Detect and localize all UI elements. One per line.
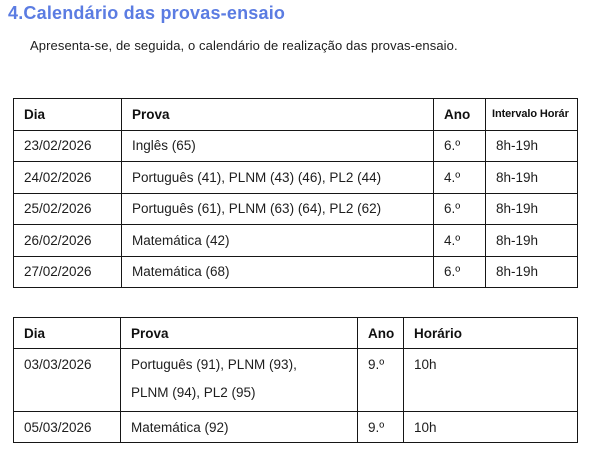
table-row: 05/03/2026 Matemática (92) 9.º 10h (13, 411, 578, 443)
cell-horario: 8h-19h (485, 192, 578, 225)
exam-schedule-table-mar: Dia Prova Ano Horário 03/03/2026 Portugu… (13, 317, 578, 443)
cell-ano: 4.º (433, 224, 486, 257)
cell-dia: 26/02/2026 (13, 224, 122, 257)
column-header-horario: Horário (403, 317, 578, 349)
cell-horario: 8h-19h (485, 255, 578, 288)
cell-prova: Matemática (68) (121, 255, 434, 288)
cell-horario: 8h-19h (485, 129, 578, 162)
section-heading: 4.Calendário das provas-ensaio (8, 3, 286, 23)
cell-prova: Inglês (65) (121, 129, 434, 162)
cell-ano: 9.º (357, 348, 404, 412)
column-header-intervalo-horario: Intervalo Horár (485, 98, 578, 131)
cell-prova: Português (91), PLNM (93), PLNM (94), PL… (120, 348, 358, 412)
cell-dia: 25/02/2026 (13, 192, 122, 225)
column-header-ano: Ano (357, 317, 404, 349)
column-header-dia: Dia (13, 98, 122, 131)
cell-prova: Matemática (92) (120, 411, 358, 443)
cell-dia: 27/02/2026 (13, 255, 122, 288)
cell-dia: 03/03/2026 (13, 348, 121, 412)
cell-ano: 6.º (433, 192, 486, 225)
table-row: 03/03/2026 Português (91), PLNM (93), PL… (13, 348, 578, 412)
table-row: 24/02/2026 Português (41), PLNM (43) (46… (13, 161, 578, 194)
table-row: 26/02/2026 Matemática (42) 4.º 8h-19h (13, 224, 578, 257)
column-header-dia: Dia (13, 317, 121, 349)
cell-horario: 10h (403, 348, 578, 412)
column-header-prova: Prova (121, 98, 434, 131)
cell-horario: 8h-19h (485, 224, 578, 257)
cell-ano: 9.º (357, 411, 404, 443)
cell-horario: 10h (403, 411, 578, 443)
column-header-ano: Ano (433, 98, 486, 131)
cell-prova: Português (41), PLNM (43) (46), PL2 (44) (121, 161, 434, 194)
cell-prova-text: Português (91), PLNM (93), PLNM (94), PL… (131, 357, 297, 400)
table-row: 25/02/2026 Português (61), PLNM (63) (64… (13, 192, 578, 225)
intro-paragraph: Apresenta-se, de seguida, o calendário d… (30, 38, 458, 53)
cell-ano: 4.º (433, 161, 486, 194)
table-header-row: Dia Prova Ano Horário (13, 317, 578, 349)
cell-dia: 05/03/2026 (13, 411, 121, 443)
table-header-row: Dia Prova Ano Intervalo Horár (13, 98, 578, 131)
cell-ano: 6.º (433, 129, 486, 162)
cell-dia: 23/02/2026 (13, 129, 122, 162)
table-row: 23/02/2026 Inglês (65) 6.º 8h-19h (13, 129, 578, 162)
cell-ano: 6.º (433, 255, 486, 288)
cell-prova: Matemática (42) (121, 224, 434, 257)
column-header-prova: Prova (120, 317, 358, 349)
cell-prova: Português (61), PLNM (63) (64), PL2 (62) (121, 192, 434, 225)
cell-horario: 8h-19h (485, 161, 578, 194)
table-row: 27/02/2026 Matemática (68) 6.º 8h-19h (13, 255, 578, 288)
exam-schedule-table-feb: Dia Prova Ano Intervalo Horár 23/02/2026… (13, 98, 578, 288)
cell-dia: 24/02/2026 (13, 161, 122, 194)
